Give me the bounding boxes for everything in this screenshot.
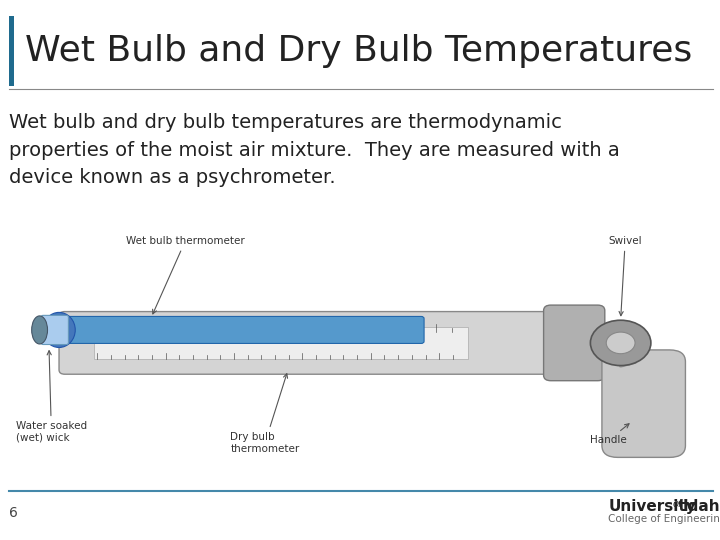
Circle shape <box>606 332 635 354</box>
Ellipse shape <box>32 316 48 344</box>
Circle shape <box>590 320 651 366</box>
Text: University: University <box>608 499 696 514</box>
Text: 6: 6 <box>9 506 17 520</box>
FancyBboxPatch shape <box>544 305 605 381</box>
Text: Idaho: Idaho <box>683 499 720 514</box>
FancyBboxPatch shape <box>602 350 685 457</box>
Ellipse shape <box>43 312 76 348</box>
FancyBboxPatch shape <box>41 315 68 345</box>
Text: Swivel: Swivel <box>608 235 642 316</box>
Text: Wet bulb thermometer: Wet bulb thermometer <box>126 235 245 314</box>
Text: Wet bulb and dry bulb temperatures are thermodynamic
properties of the moist air: Wet bulb and dry bulb temperatures are t… <box>9 113 619 187</box>
FancyBboxPatch shape <box>9 16 14 86</box>
Text: Water soaked
(wet) wick: Water soaked (wet) wick <box>16 350 87 443</box>
Text: College of Engineering: College of Engineering <box>608 515 720 524</box>
FancyBboxPatch shape <box>59 312 560 374</box>
Text: Handle: Handle <box>590 424 629 445</box>
FancyBboxPatch shape <box>94 327 468 359</box>
Text: of: of <box>672 500 682 509</box>
FancyBboxPatch shape <box>58 316 424 343</box>
Text: Wet Bulb and Dry Bulb Temperatures: Wet Bulb and Dry Bulb Temperatures <box>25 35 693 68</box>
Text: Dry bulb
thermometer: Dry bulb thermometer <box>230 374 300 454</box>
